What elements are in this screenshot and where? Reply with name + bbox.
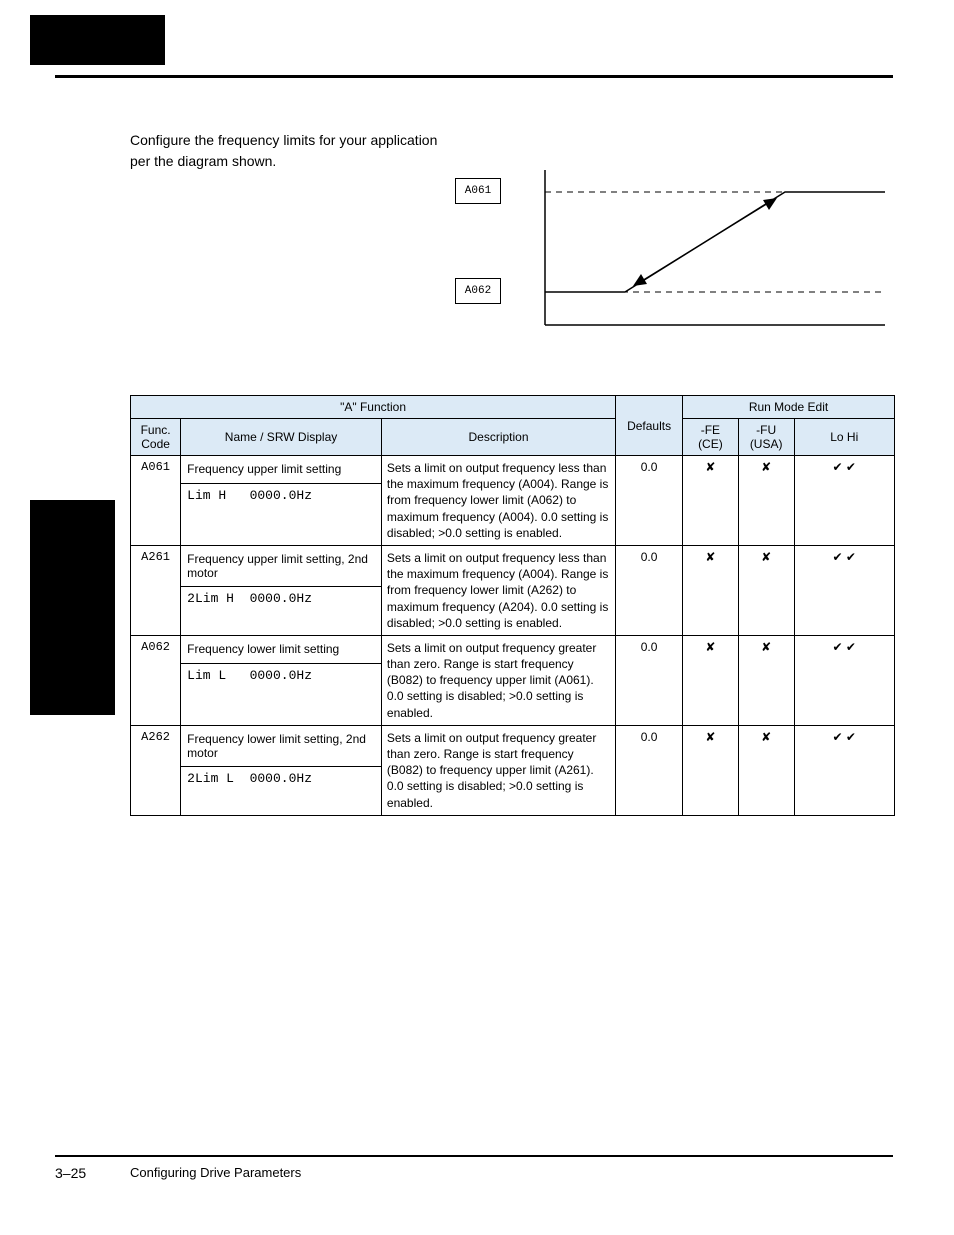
cell-r3: ✔ ✔: [794, 456, 894, 546]
cell-default: 0.0: [616, 456, 683, 546]
cell-desc: Sets a limit on output frequency greater…: [381, 635, 615, 725]
cell-desc: Sets a limit on output frequency less th…: [381, 456, 615, 546]
cell-name-label: Frequency lower limit setting, 2nd motor: [181, 726, 381, 767]
side-redaction-box: [30, 500, 115, 715]
th-name: Name / SRW Display: [181, 419, 382, 456]
cell-r3: ✔ ✔: [794, 725, 894, 815]
cell-code: A261: [131, 545, 181, 635]
cell-r1: ✘: [683, 545, 739, 635]
footer-page-number: 3–25: [55, 1165, 86, 1181]
parameter-table: "A" Function Defaults Run Mode Edit Func…: [130, 395, 895, 816]
cell-srw-display: 2Lim H 0000.0Hz: [181, 587, 381, 612]
header-redaction-box: [30, 15, 165, 65]
cell-r1: ✘: [683, 456, 739, 546]
th-group-function: "A" Function: [131, 396, 616, 419]
footer-rule: [55, 1155, 893, 1157]
footer-title: Configuring Drive Parameters: [130, 1165, 301, 1180]
param-box-upper: A061: [455, 178, 501, 204]
cell-r3: ✔ ✔: [794, 635, 894, 725]
cell-r1: ✘: [683, 635, 739, 725]
cell-name: Frequency upper limit setting, 2nd motor…: [181, 545, 382, 635]
cell-default: 0.0: [616, 635, 683, 725]
cell-default: 0.0: [616, 545, 683, 635]
page: Configure the frequency limits for your …: [0, 0, 954, 1235]
cell-srw-display: Lim H 0000.0Hz: [181, 484, 381, 509]
th-r3: Lo Hi: [794, 419, 894, 456]
th-desc: Description: [381, 419, 615, 456]
table-row: A262 Frequency lower limit setting, 2nd …: [131, 725, 895, 815]
table-row: A261 Frequency upper limit setting, 2nd …: [131, 545, 895, 635]
cell-name-label: Frequency lower limit setting: [181, 636, 381, 664]
th-runmode: Run Mode Edit: [683, 396, 895, 419]
cell-desc: Sets a limit on output frequency less th…: [381, 545, 615, 635]
param-box-lower: A062: [455, 278, 501, 304]
cell-name: Frequency lower limit setting, 2nd motor…: [181, 725, 382, 815]
cell-default: 0.0: [616, 725, 683, 815]
cell-code: A262: [131, 725, 181, 815]
cell-r2: ✘: [738, 635, 794, 725]
header-rule: [55, 75, 893, 78]
th-defaults: Defaults: [616, 396, 683, 456]
cell-name-label: Frequency upper limit setting: [181, 456, 381, 484]
limit-chart-svg: [525, 160, 895, 345]
cell-desc: Sets a limit on output frequency greater…: [381, 725, 615, 815]
table-row: A061 Frequency upper limit setting Lim H…: [131, 456, 895, 546]
cell-r2: ✘: [738, 456, 794, 546]
cell-name-label: Frequency upper limit setting, 2nd motor: [181, 546, 381, 587]
th-r1: -FE (CE): [683, 419, 739, 456]
limit-diagram: A061 A062: [455, 160, 895, 360]
cell-srw-display: Lim L 0000.0Hz: [181, 664, 381, 689]
cell-name: Frequency upper limit setting Lim H 0000…: [181, 456, 382, 546]
cell-r1: ✘: [683, 725, 739, 815]
cell-srw-display: 2Lim L 0000.0Hz: [181, 767, 381, 792]
parameter-table-body: A061 Frequency upper limit setting Lim H…: [131, 456, 895, 816]
cell-r2: ✘: [738, 725, 794, 815]
th-code: Func. Code: [131, 419, 181, 456]
parameter-table-wrap: "A" Function Defaults Run Mode Edit Func…: [130, 395, 895, 816]
cell-name: Frequency lower limit setting Lim L 0000…: [181, 635, 382, 725]
cell-code: A061: [131, 456, 181, 546]
cell-r2: ✘: [738, 545, 794, 635]
table-row: A062 Frequency lower limit setting Lim L…: [131, 635, 895, 725]
cell-code: A062: [131, 635, 181, 725]
th-r2: -FU (USA): [738, 419, 794, 456]
cell-r3: ✔ ✔: [794, 545, 894, 635]
intro-text: Configure the frequency limits for your …: [130, 130, 450, 172]
